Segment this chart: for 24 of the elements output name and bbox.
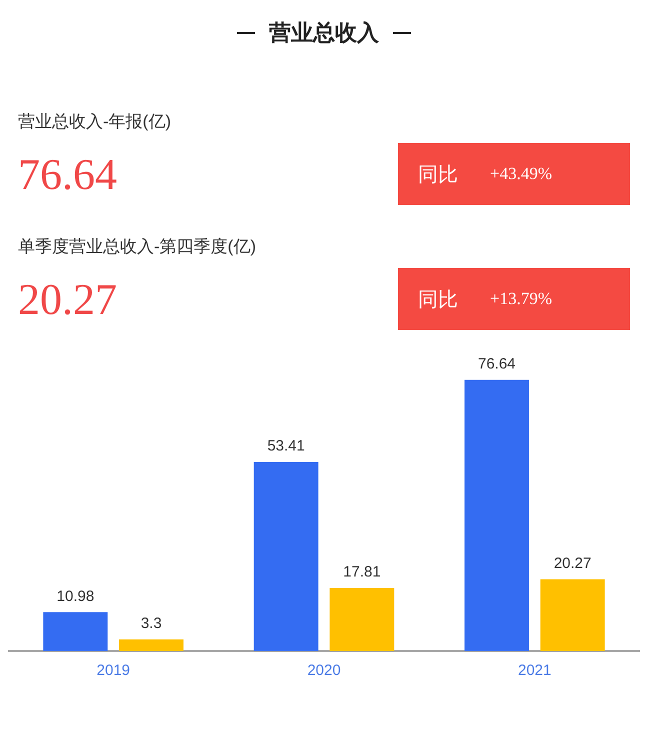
text: 营业总收入-年报(亿) <box>18 111 172 133</box>
bar <box>540 579 605 651</box>
text: +13.79% <box>490 289 552 309</box>
data-label: 20.27 <box>554 554 592 572</box>
x-tick-label: 2021 <box>518 662 552 680</box>
bar <box>464 380 529 651</box>
bar <box>119 639 184 651</box>
text: 同比 <box>418 162 458 188</box>
chart-title: 营业总收入 <box>269 19 379 47</box>
text: 单季度营业总收入-第四季度(亿) <box>18 236 257 258</box>
data-label: 76.64 <box>478 356 516 373</box>
bar <box>43 612 108 651</box>
bar <box>254 462 318 651</box>
data-label: 17.81 <box>343 564 381 581</box>
x-tick-label: 2019 <box>96 662 130 680</box>
text: 76.64 <box>18 148 117 200</box>
text: 20.27 <box>18 274 117 324</box>
x-tick-label: 2020 <box>307 662 341 680</box>
data-label: 10.98 <box>56 588 94 605</box>
bar <box>330 588 394 651</box>
data-label: 53.41 <box>267 438 305 455</box>
data-label: 3.3 <box>140 614 162 632</box>
text: +43.49% <box>490 164 552 184</box>
text: 同比 <box>418 288 458 312</box>
